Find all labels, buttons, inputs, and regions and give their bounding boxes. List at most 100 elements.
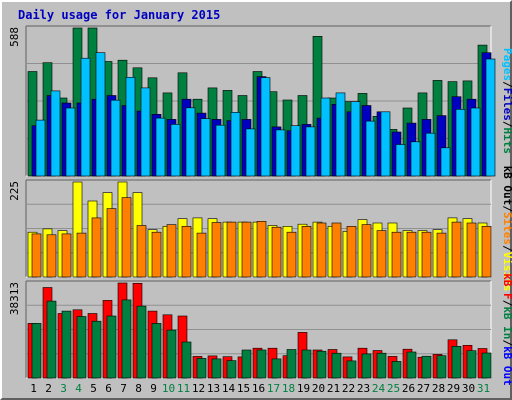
bar-pages-day-18 — [290, 125, 301, 177]
bar-kb-in-day-13 — [211, 358, 222, 379]
bar-sites-day-28 — [436, 232, 447, 278]
legend-entry-pages: Pages — [501, 48, 512, 81]
bar-kb-in-day-4 — [76, 316, 87, 379]
bar-kb-in-day-15 — [241, 349, 252, 379]
x-tick-label-day-7: 7 — [120, 382, 127, 395]
bar-kb-in-day-18 — [286, 349, 297, 379]
bar-sites-day-30 — [466, 222, 477, 278]
bar-sites-day-19 — [301, 226, 312, 278]
bar-kb-in-day-6 — [106, 315, 117, 379]
x-tick-label-day-15: 15 — [237, 382, 250, 395]
bar-pages-day-9 — [155, 117, 166, 177]
bar-pages-day-30 — [470, 107, 481, 177]
bar-pages-day-19 — [305, 126, 316, 177]
bar-sites-day-3 — [61, 233, 72, 278]
panel-1-legend: Pages/Files/Hits — [501, 48, 512, 154]
bar-kb-in-day-21 — [331, 352, 342, 379]
legend-entry-sites: Sites — [501, 212, 512, 245]
bar-kb-in-day-2 — [46, 300, 57, 379]
bar-kb-in-day-29 — [451, 345, 462, 379]
bar-kb-in-day-22 — [346, 360, 357, 379]
x-tick-label-day-1: 1 — [30, 382, 37, 395]
bar-kb-in-day-20 — [316, 350, 327, 379]
bar-sites-day-6 — [106, 208, 117, 278]
series-pages — [35, 52, 496, 177]
x-tick-label-day-17: 17 — [267, 382, 280, 395]
x-tick-label-day-2: 2 — [45, 382, 52, 395]
bar-pages-day-10 — [170, 124, 181, 177]
bar-sites-day-8 — [136, 225, 147, 278]
bar-sites-day-2 — [46, 234, 57, 278]
bar-sites-day-22 — [346, 226, 357, 278]
legend-separator: / — [501, 300, 512, 307]
x-tick-label-day-27: 27 — [417, 382, 430, 395]
bar-kb-in-day-23 — [361, 353, 372, 379]
x-tick-label-day-12: 12 — [192, 382, 205, 395]
panel-2-legend: kB Out/Sites/Visits — [501, 166, 512, 292]
x-tick-label-day-24: 24 — [372, 382, 386, 395]
x-tick-label-day-20: 20 — [312, 382, 325, 395]
x-tick-label-day-29: 29 — [447, 382, 460, 395]
bar-kb-in-day-31 — [481, 352, 492, 379]
bar-kb-in-day-3 — [61, 310, 72, 379]
legend-separator: / — [501, 205, 512, 212]
bar-pages-day-6 — [110, 99, 121, 177]
series-kb-in — [31, 299, 492, 379]
bar-pages-day-31 — [485, 58, 496, 177]
bar-kb-in-day-1 — [31, 323, 42, 379]
bar-pages-day-22 — [350, 101, 361, 177]
x-tick-label-day-18: 18 — [282, 382, 295, 395]
bar-pages-day-26 — [410, 141, 421, 177]
bar-pages-day-17 — [275, 129, 286, 177]
bar-kb-in-day-25 — [391, 361, 402, 379]
bar-sites-day-23 — [361, 224, 372, 278]
bar-kb-in-day-24 — [376, 352, 387, 379]
legend-separator: / — [501, 81, 512, 88]
bar-pages-day-25 — [395, 144, 406, 177]
x-tick-label-day-14: 14 — [222, 382, 236, 395]
bar-pages-day-5 — [95, 52, 106, 177]
chart-title: Daily usage for January 2015 — [18, 8, 220, 22]
x-tick-label-day-31: 31 — [477, 382, 490, 395]
bar-sites-day-5 — [91, 217, 102, 278]
bar-sites-day-13 — [211, 222, 222, 278]
bar-pages-day-23 — [365, 120, 376, 177]
legend-entry-visits: Visits — [501, 252, 512, 292]
bar-sites-day-20 — [316, 222, 327, 278]
x-tick-label-day-26: 26 — [402, 382, 415, 395]
bar-kb-in-day-8 — [136, 305, 147, 379]
legend-entry-kb-f: kB F — [501, 273, 512, 300]
legend-entry-kb-out: kB Out — [501, 346, 512, 386]
bar-kb-in-day-17 — [271, 358, 282, 379]
x-tick-label-day-28: 28 — [432, 382, 445, 395]
legend-separator: / — [501, 245, 512, 252]
legend-entry-kb-out: kB Out — [501, 166, 512, 206]
bar-sites-day-26 — [406, 231, 417, 278]
bar-pages-day-20 — [320, 97, 331, 177]
bar-pages-day-11 — [185, 107, 196, 177]
bar-kb-in-day-12 — [196, 358, 207, 379]
x-tick-label-day-23: 23 — [357, 382, 370, 395]
bar-sites-day-31 — [481, 226, 492, 278]
bar-sites-day-15 — [241, 221, 252, 278]
x-tick-label-day-21: 21 — [327, 382, 340, 395]
bar-pages-day-3 — [65, 107, 76, 177]
bar-pages-day-1 — [35, 119, 46, 177]
legend-entry-hits: Hits — [501, 128, 512, 155]
bar-pages-day-13 — [215, 124, 226, 177]
bar-kb-in-day-26 — [406, 351, 417, 379]
legend-separator: / — [501, 121, 512, 128]
bar-sites-day-11 — [181, 226, 192, 278]
bar-kb-in-day-30 — [466, 350, 477, 379]
bar-pages-day-2 — [50, 90, 61, 177]
x-tick-label-day-19: 19 — [297, 382, 310, 395]
bar-sites-day-17 — [271, 226, 282, 278]
bar-sites-day-9 — [151, 231, 162, 278]
bar-sites-day-16 — [256, 221, 267, 278]
bar-pages-day-4 — [80, 57, 91, 177]
bar-kb-in-day-27 — [421, 355, 432, 379]
